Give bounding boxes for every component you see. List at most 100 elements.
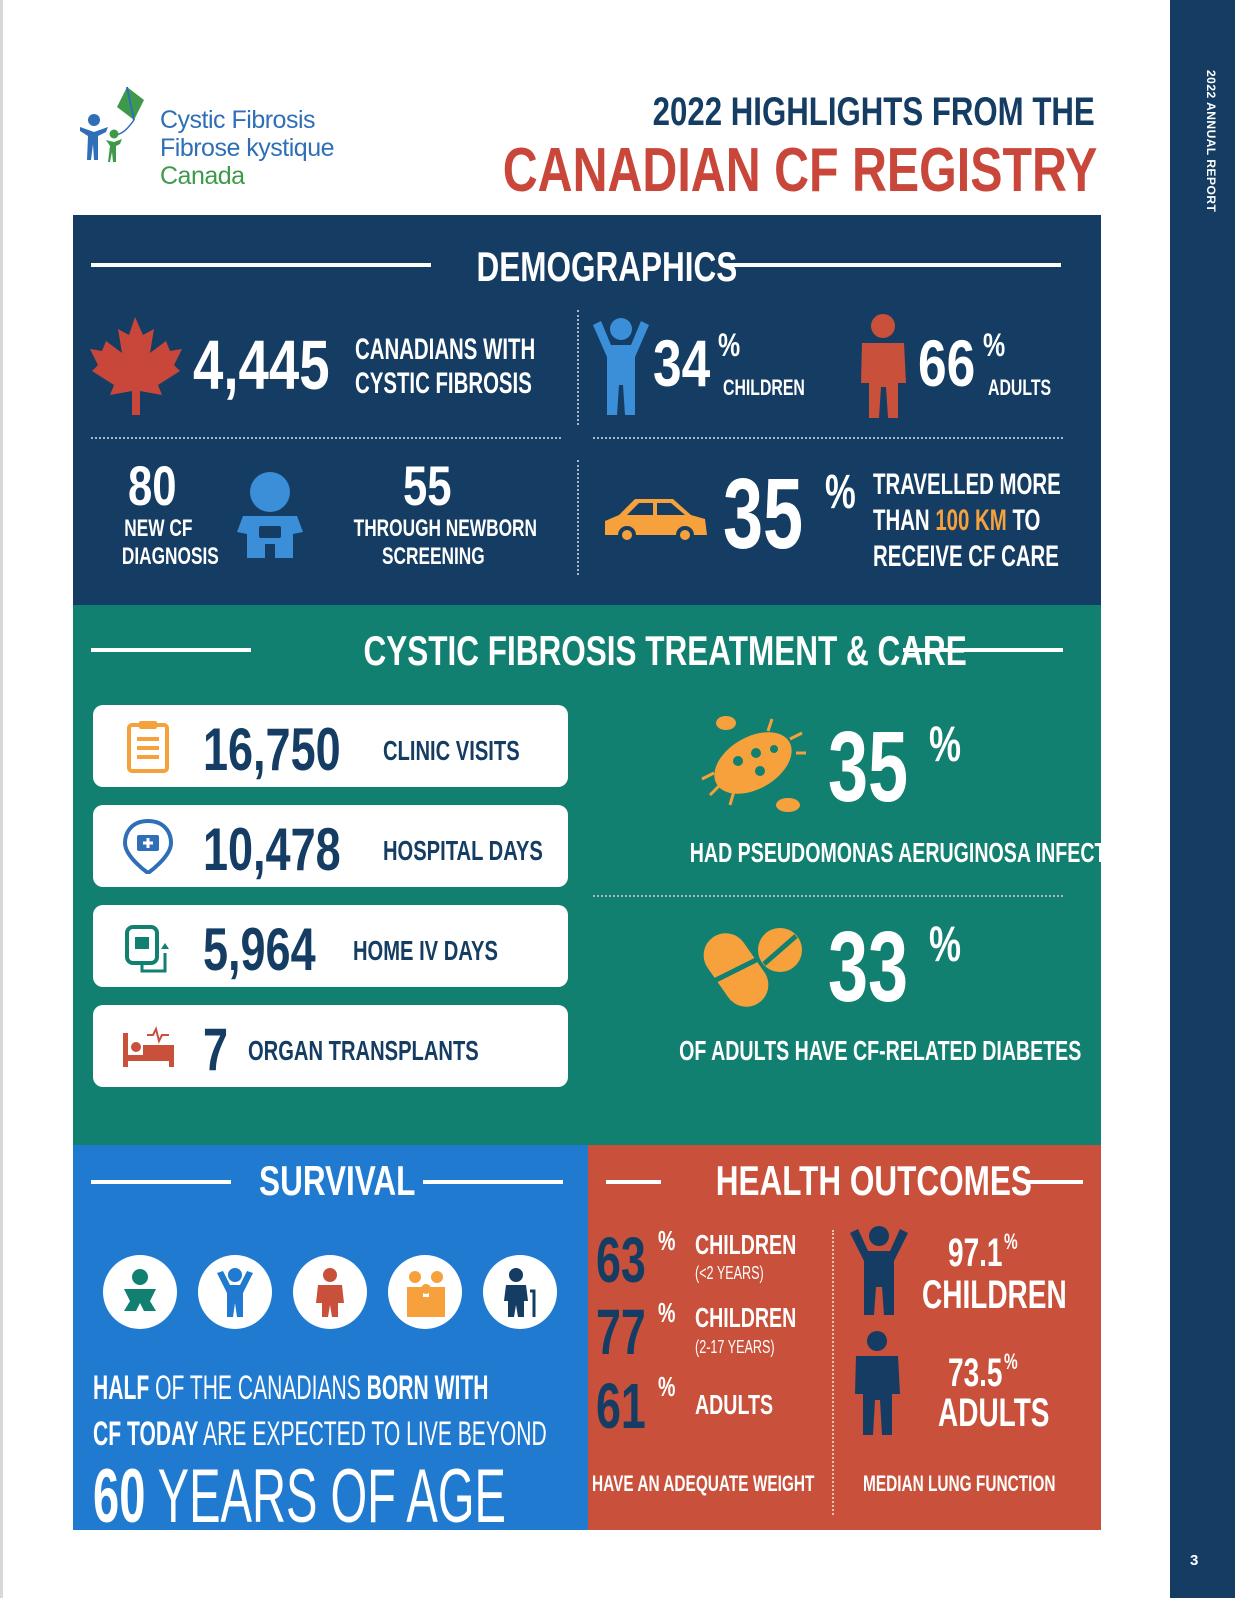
adult-figure-icon — [855, 1331, 900, 1435]
weight-adults-value: 61 — [596, 1369, 667, 1443]
weight-caption-text: HAVE AN ADEQUATE WEIGHT — [592, 1471, 815, 1496]
adults-unit-text: % — [983, 327, 1006, 363]
adults-value: 66 — [918, 325, 991, 401]
weight-caption: HAVE AN ADEQUATE WEIGHT — [592, 1471, 910, 1497]
adults-value-text: 66 — [918, 326, 976, 400]
logo-line-canada: Canada — [160, 162, 245, 190]
lung-adults-label: ADULTS — [938, 1391, 1097, 1436]
travel-line2-pre: THAN — [873, 504, 930, 537]
clinic-visits-value: 16,750 — [203, 716, 341, 783]
pseudomonas-unit: % — [929, 715, 973, 773]
adults-unit: % — [983, 327, 1011, 364]
new-diagnosis-label: NEW CF DIAGNOSIS — [103, 515, 219, 571]
travel-line1: TRAVELLED MORE — [873, 468, 1061, 501]
lung-adults-unit-text: % — [1004, 1349, 1018, 1374]
demographics-title: DEMOGRAPHICS — [433, 243, 737, 291]
pseudomonas-label: HAD PSEUDOMONAS AERUGINOSA INFECTION — [593, 837, 1142, 869]
treatment-title-text: CYSTIC FIBROSIS TREATMENT & CARE — [363, 627, 967, 674]
adults-label-text: ADULTS — [988, 375, 1052, 400]
logo-line-en: Cystic Fibrosis — [160, 106, 316, 134]
hospital-pin-icon — [122, 819, 174, 874]
weight-children-young-sub-text: (<2 YEARS) — [695, 1263, 764, 1283]
page-edge — [0, 0, 3, 1598]
diabetes-label-text: OF ADULTS HAVE CF-RELATED DIABETES — [679, 1035, 1082, 1066]
newborn-label: THROUGH NEWBORN SCREENING — [318, 515, 548, 571]
dotted-divider — [577, 310, 579, 425]
survival-panel: SURVIVAL HALF OF THE CANADIANS BORN WITH… — [73, 1145, 588, 1539]
bacteria-icon — [701, 716, 806, 812]
divider-line — [91, 648, 251, 652]
dotted-divider — [593, 437, 1063, 439]
weight-children-young-value: 63 — [596, 1223, 667, 1297]
survival-age: 60 YEARS OF AGE — [93, 1453, 759, 1540]
survival-age-text: 60 YEARS OF AGE — [93, 1453, 506, 1540]
transplants-card: 7 ORGAN TRANSPLANTS — [93, 1005, 568, 1087]
weight-adults-value-text: 61 — [596, 1370, 646, 1442]
cf-canada-logo: Cystic Fibrosis Fibrose kystique Canada — [72, 82, 402, 197]
hospital-days-label: HOSPITAL DAYS — [383, 835, 543, 866]
survival-statement: HALF OF THE CANADIANS BORN WITH CF TODAY… — [93, 1365, 825, 1457]
lung-children-value-text: 97.1 — [948, 1231, 1003, 1275]
infant-circle — [103, 1255, 177, 1329]
travel-value: 35 — [723, 457, 834, 572]
adults-label: ADULTS — [988, 375, 1076, 401]
diabetes-value-text: 33 — [828, 911, 909, 1023]
diabetes-unit: % — [929, 915, 973, 973]
survival-age-rest: YEARS OF AGE — [145, 1454, 506, 1539]
total-value-text: 4,445 — [193, 326, 330, 404]
demographics-panel: DEMOGRAPHICS 4,445 CANADIANS WITH CYSTIC… — [73, 215, 1101, 605]
survival-title: SURVIVAL — [233, 1157, 423, 1205]
health-title: HEALTH OUTCOMES — [663, 1157, 1032, 1205]
total-label-line2: CYSTIC FIBROSIS — [355, 367, 532, 400]
pseudomonas-value: 35 — [828, 710, 939, 825]
total-label: CANADIANS WITH CYSTIC FIBROSIS — [355, 333, 620, 401]
teen-icon — [316, 1268, 344, 1317]
survival-line1-mid: OF THE CANADIANS — [149, 1369, 367, 1407]
clinic-visits-label: CLINIC VISITS — [383, 735, 520, 766]
dotted-divider — [577, 460, 579, 575]
weight-adults-label: ADULTS — [695, 1389, 806, 1421]
report-label: 2022 ANNUAL REPORT — [1204, 70, 1218, 213]
weight-adults-label-text: ADULTS — [695, 1389, 774, 1420]
new-diagnosis-line2: DIAGNOSIS — [121, 543, 219, 570]
lung-children-unit-text: % — [1004, 1229, 1018, 1254]
weight-children-young-label: CHILDREN — [695, 1229, 840, 1261]
survival-title-text: SURVIVAL — [259, 1157, 416, 1204]
diabetes-value: 33 — [828, 910, 939, 1025]
home-iv-label: HOME IV DAYS — [353, 935, 498, 966]
total-label-line1: CANADIANS WITH — [355, 333, 536, 366]
page-title-line1: 2022 HIGHLIGHTS FROM THE — [652, 90, 1095, 134]
children-label-text: CHILDREN — [723, 375, 805, 400]
lung-caption-text: MEDIAN LUNG FUNCTION — [863, 1471, 1056, 1496]
child-icon — [593, 318, 649, 415]
family-icon — [407, 1271, 445, 1317]
weight-adults-unit-text: % — [658, 1371, 676, 1402]
clinic-visits-card: 16,750 CLINIC VISITS — [93, 705, 568, 787]
diabetes-unit-text: % — [929, 916, 962, 972]
weight-children-young-label-text: CHILDREN — [695, 1229, 797, 1260]
hospital-days-card: 10,478 HOSPITAL DAYS — [93, 805, 568, 887]
iv-bag-icon — [125, 925, 169, 973]
survival-line1: HALF OF THE CANADIANS BORN WITH — [93, 1365, 488, 1411]
kite-family-icon — [80, 86, 144, 162]
dotted-divider — [593, 895, 1063, 897]
senior-icon — [504, 1268, 536, 1317]
weight-children-value-text: 77 — [596, 1296, 646, 1368]
child-circle — [198, 1255, 272, 1329]
new-diagnosis-value: 80 — [128, 453, 190, 518]
travel-line2: THAN 100 KM TO — [873, 503, 1040, 539]
clipboard-icon — [127, 721, 169, 773]
travel-unit: % — [825, 465, 868, 520]
divider-line — [423, 1180, 563, 1184]
logo-wordmark: Cystic Fibrosis Fibrose kystique Canada — [160, 106, 335, 190]
weight-children-sub-text: (2-17 YEARS) — [695, 1337, 775, 1357]
lung-adults-label-text: ADULTS — [938, 1391, 1050, 1435]
pills-icon — [703, 928, 802, 1007]
weight-children-young-unit-text: % — [658, 1225, 676, 1256]
page-title-line2: CANADIAN CF REGISTRY — [502, 136, 1097, 205]
transplants-label: ORGAN TRANSPLANTS — [248, 1035, 479, 1066]
divider-line — [1028, 1180, 1083, 1184]
lung-adults-value: 73.5 — [948, 1351, 1026, 1396]
survival-age-number: 60 — [93, 1454, 146, 1539]
travel-label: TRAVELLED MORE THAN 100 KM TO RECEIVE CF… — [873, 467, 1149, 575]
